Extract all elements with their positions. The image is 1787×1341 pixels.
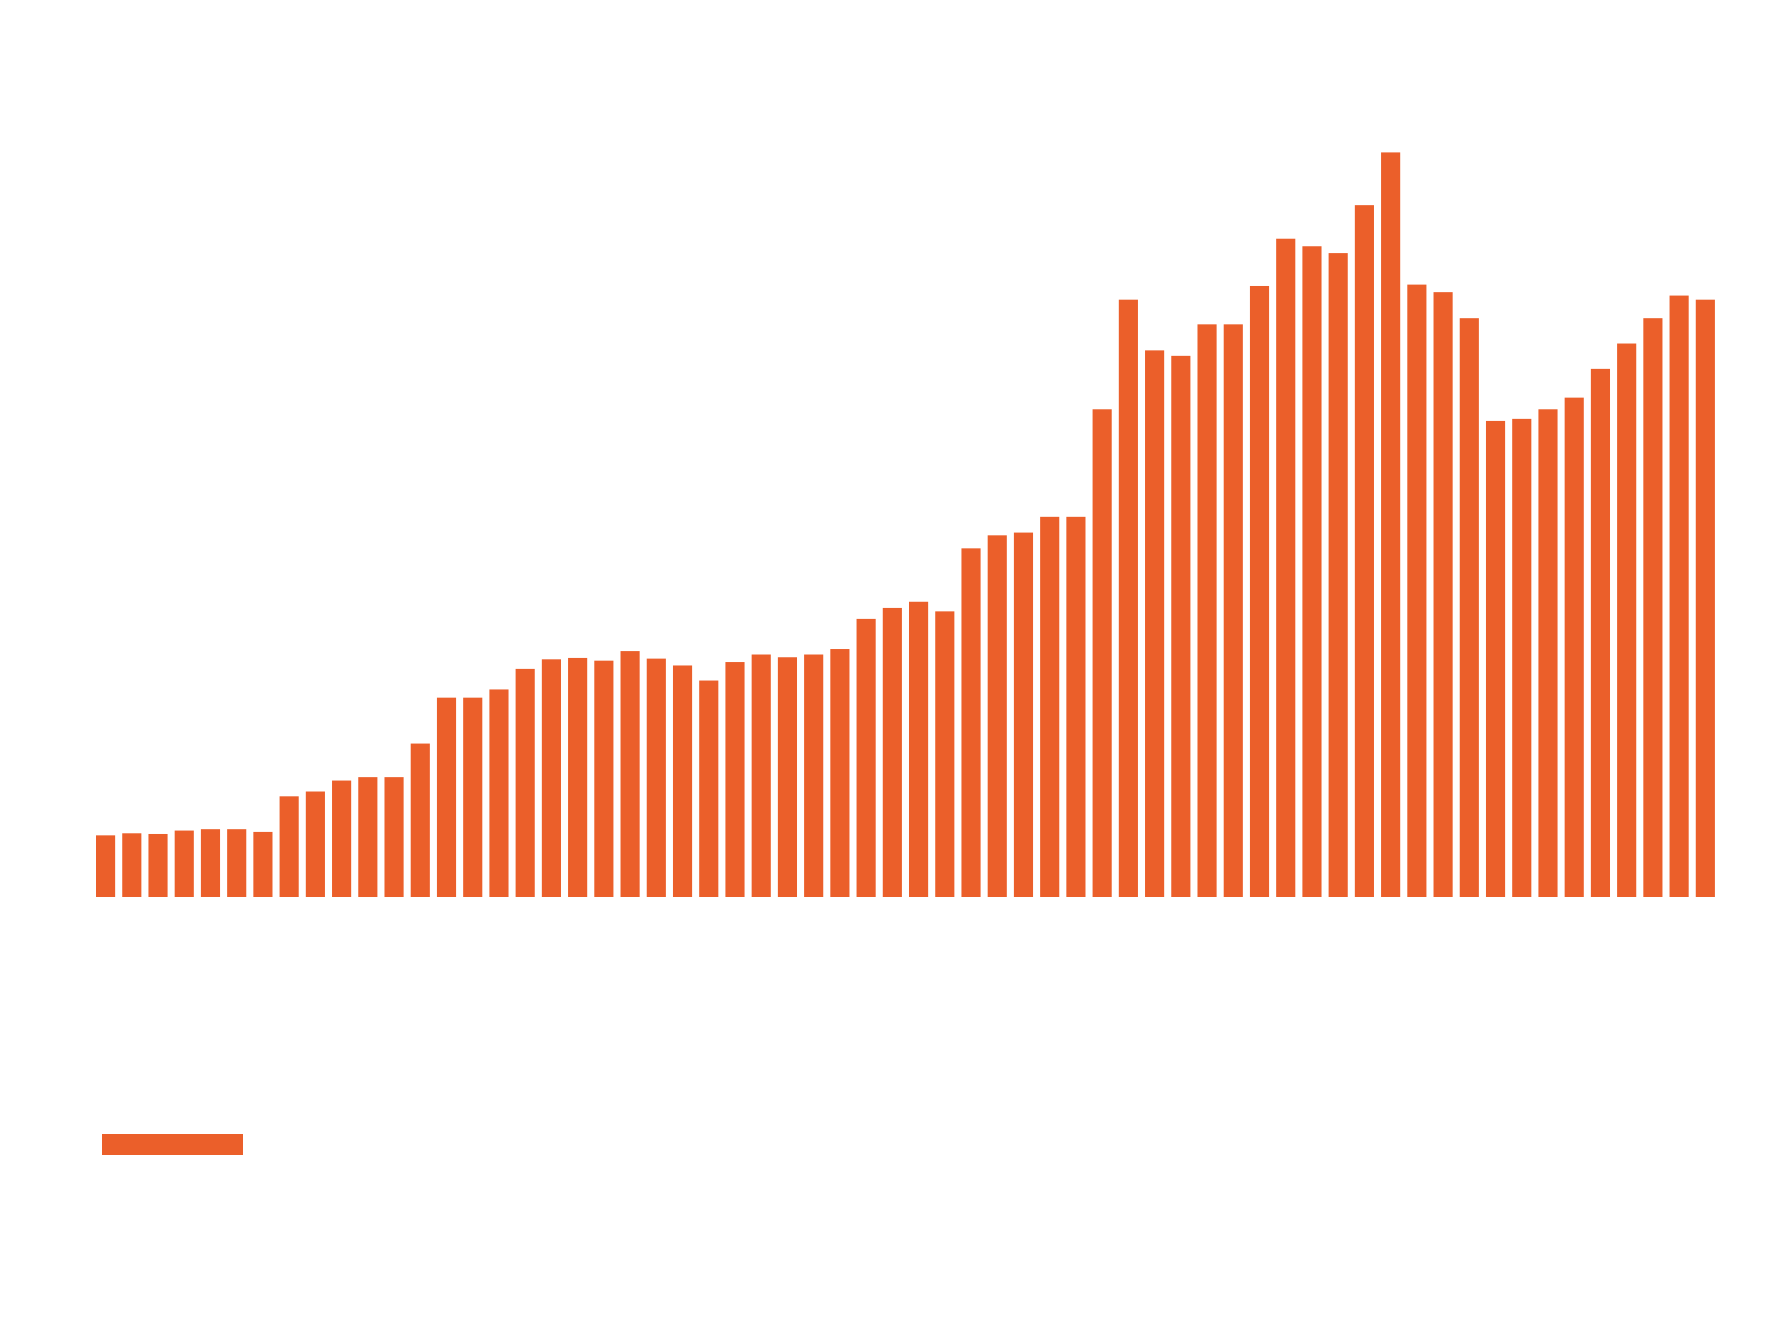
bar xyxy=(804,654,824,897)
legend-swatch xyxy=(102,1134,243,1155)
bar xyxy=(253,831,273,897)
bar xyxy=(463,697,483,897)
bar xyxy=(96,835,116,897)
bar xyxy=(777,657,798,897)
bar xyxy=(1538,409,1558,897)
bar xyxy=(1459,318,1479,897)
bar xyxy=(1564,397,1584,897)
bar xyxy=(882,607,902,897)
bar xyxy=(1118,299,1138,897)
bar xyxy=(332,780,352,897)
bar xyxy=(1223,324,1243,898)
bar xyxy=(1512,418,1532,897)
bar xyxy=(751,654,771,897)
bar xyxy=(1013,532,1034,897)
bar xyxy=(358,777,378,898)
bar xyxy=(594,660,614,897)
bar xyxy=(515,668,535,897)
bar xyxy=(987,535,1007,897)
bar xyxy=(725,662,745,897)
bar xyxy=(436,697,457,897)
bar xyxy=(1302,246,1322,897)
bar xyxy=(1328,253,1348,898)
bar xyxy=(384,777,404,898)
bar xyxy=(961,548,981,897)
bar xyxy=(1276,238,1296,898)
bar xyxy=(1669,295,1689,897)
bar xyxy=(1590,368,1611,897)
bar xyxy=(1407,284,1427,897)
bar xyxy=(1066,516,1086,897)
bar xyxy=(830,649,850,897)
bar xyxy=(935,611,955,897)
bar xyxy=(1695,299,1715,897)
bar xyxy=(122,833,142,897)
bar xyxy=(1485,420,1506,897)
bar xyxy=(489,689,509,897)
bar xyxy=(672,665,693,897)
bar xyxy=(646,658,666,897)
bar xyxy=(1171,355,1191,898)
bar xyxy=(148,833,168,897)
bar xyxy=(1643,318,1663,897)
bar xyxy=(568,657,588,897)
bar xyxy=(305,791,325,897)
bar xyxy=(279,796,299,897)
bar xyxy=(410,743,430,897)
bar xyxy=(1040,516,1060,897)
bar xyxy=(1617,343,1637,897)
bar xyxy=(1381,152,1401,897)
bar xyxy=(1433,292,1453,897)
bar xyxy=(227,829,247,897)
bar xyxy=(1249,285,1270,898)
bar xyxy=(1354,205,1374,897)
bar xyxy=(856,618,876,897)
bar xyxy=(1145,350,1165,897)
bar xyxy=(200,829,221,897)
bar xyxy=(541,659,561,897)
bar-series xyxy=(96,152,1715,898)
bar xyxy=(174,830,194,897)
bar xyxy=(620,651,640,897)
bar xyxy=(1092,409,1112,897)
bar xyxy=(699,680,719,897)
bar xyxy=(909,601,929,897)
legend xyxy=(102,1134,243,1155)
bar xyxy=(1197,324,1217,898)
